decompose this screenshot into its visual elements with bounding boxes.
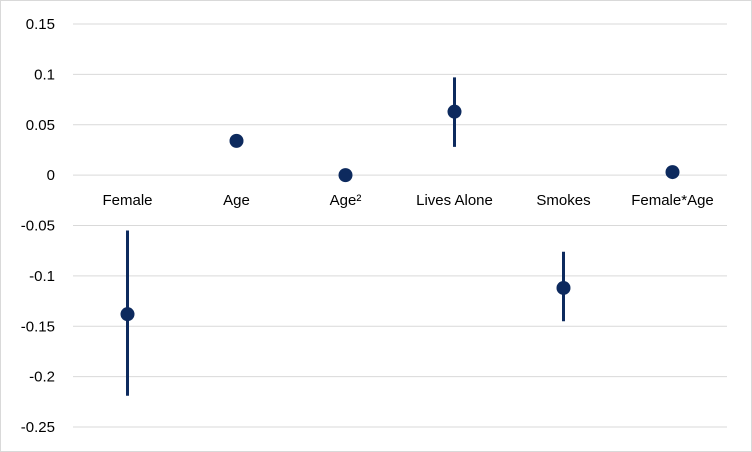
category-label: Smokes: [536, 192, 590, 209]
category-label: Age²: [330, 192, 362, 209]
y-tick-label: 0.15: [26, 16, 55, 33]
data-point: [338, 168, 353, 183]
y-tick-label: -0.05: [21, 218, 55, 235]
category-label: Female: [102, 192, 152, 209]
y-tick-label: 0.05: [26, 117, 55, 134]
data-point: [447, 104, 462, 119]
y-tick-label: -0.2: [29, 369, 55, 386]
data-point: [556, 280, 571, 295]
y-tick-label: 0: [47, 167, 55, 184]
data-point: [120, 307, 135, 322]
y-tick-label: -0.1: [29, 268, 55, 285]
y-tick-label: -0.25: [21, 419, 55, 436]
category-label: Age: [223, 192, 250, 209]
category-label: Lives Alone: [416, 192, 493, 209]
y-tick-label: 0.1: [34, 66, 55, 83]
data-point: [229, 133, 244, 148]
category-label: Female*Age: [631, 192, 714, 209]
y-tick-label: -0.15: [21, 318, 55, 335]
data-point: [665, 165, 680, 180]
